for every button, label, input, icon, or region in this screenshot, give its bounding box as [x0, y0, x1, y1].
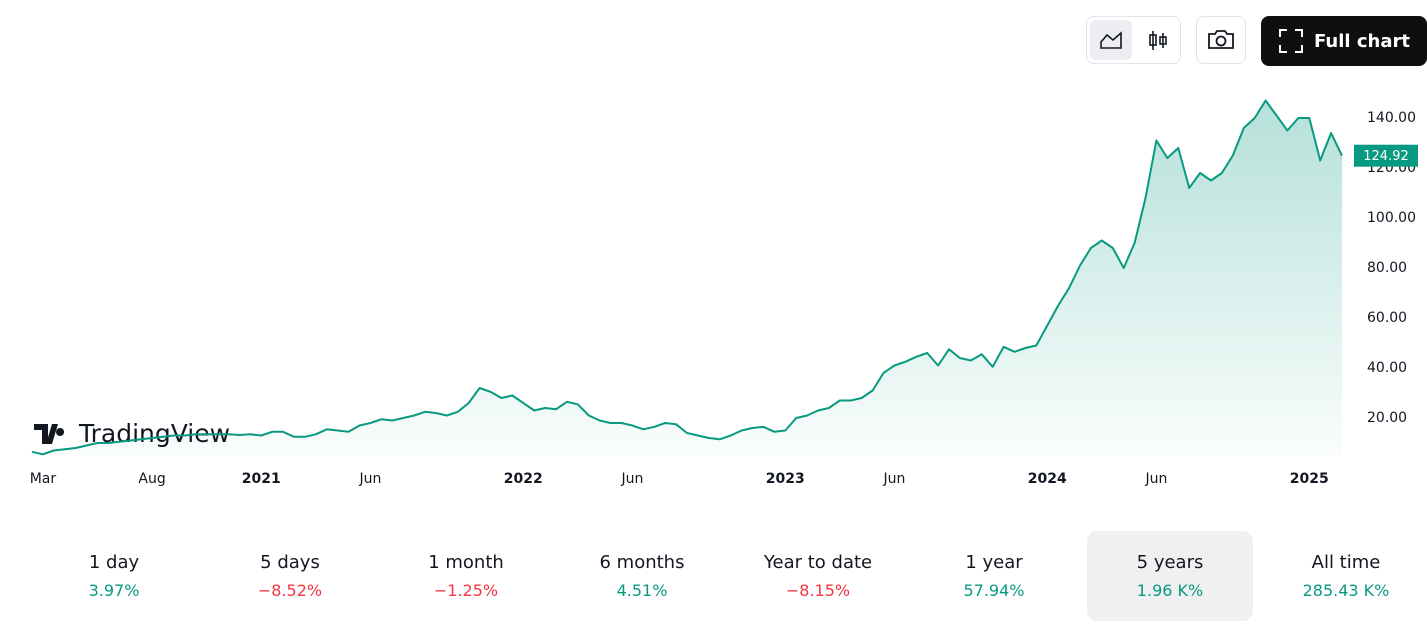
period-label: 5 years — [1136, 552, 1204, 573]
y-tick-label: 140.00 — [1367, 110, 1416, 126]
y-tick-label: 60.00 — [1367, 310, 1407, 326]
period-change: −8.52% — [257, 581, 323, 600]
period-tab[interactable]: 1 month −1.25% — [383, 531, 549, 621]
period-tab[interactable]: 5 years 1.96 K% — [1087, 531, 1253, 621]
period-label: 1 month — [428, 552, 504, 573]
period-tab[interactable]: 1 day 3.97% — [31, 531, 197, 621]
period-tab[interactable]: 1 year 57.94% — [911, 531, 1077, 621]
candle-icon — [1149, 31, 1167, 50]
period-label: 1 year — [965, 552, 1023, 573]
x-tick-label: Jun — [358, 471, 381, 487]
x-tick-label: Jun — [882, 471, 905, 487]
period-label: Year to date — [763, 552, 873, 573]
period-change: 1.96 K% — [1136, 581, 1204, 600]
chart-style-group — [1086, 16, 1181, 64]
period-change: 285.43 K% — [1302, 581, 1390, 600]
expand-icon — [1279, 29, 1304, 53]
y-tick-label: 80.00 — [1367, 260, 1407, 276]
x-tick-label: Jun — [620, 471, 643, 487]
period-change: 3.97% — [88, 581, 140, 600]
area-icon — [1100, 31, 1122, 49]
full-chart-label: Full chart — [1314, 30, 1410, 52]
x-tick-label: 2022 — [504, 471, 543, 487]
period-label: 6 months — [599, 552, 685, 573]
candle-style-button[interactable] — [1137, 20, 1179, 60]
y-tick-label: 100.00 — [1367, 210, 1416, 226]
x-tick-label: Aug — [138, 471, 165, 487]
period-tab[interactable]: 5 days −8.52% — [207, 531, 373, 621]
x-tick-label: Jun — [1144, 471, 1167, 487]
last-price-label: 124.92 — [1363, 149, 1409, 164]
period-label: 1 day — [88, 552, 140, 573]
price-line — [31, 99, 1343, 456]
logo — [34, 424, 65, 444]
period-change: 57.94% — [963, 581, 1025, 600]
y-tick-label: 40.00 — [1367, 360, 1407, 376]
area-fill — [32, 100, 1342, 456]
camera-icon — [1208, 30, 1234, 49]
last-price-box — [1354, 144, 1418, 167]
period-tab[interactable]: 6 months 4.51% — [559, 531, 725, 621]
period-label: 5 days — [260, 552, 320, 573]
period-change: −8.15% — [785, 581, 851, 600]
x-tick-label: 2024 — [1028, 471, 1067, 487]
period-tab[interactable]: Year to date −8.15% — [735, 531, 901, 621]
snapshot-button[interactable] — [1196, 16, 1246, 64]
period-label: All time — [1311, 552, 1381, 573]
chart: TradingView Mar Aug 2021 Jun 2022 Jun 2023 Jun 2… — [30, 99, 1418, 487]
x-tick-label: 2025 — [1290, 471, 1329, 487]
period-tab[interactable]: All time 285.43 K% — [1263, 531, 1427, 621]
period-tabs: 1 day 3.97% 5 days −8.52% 1 month −1.25% 6 mon… — [26, 531, 1427, 621]
period-change: 4.51% — [616, 581, 668, 600]
x-tick-label: 2023 — [766, 471, 805, 487]
y-tick-label: 20.00 — [1367, 410, 1407, 426]
area-style-button[interactable] — [1090, 20, 1132, 60]
full-chart-button[interactable]: Full chart — [1261, 16, 1427, 66]
x-tick-label: Mar — [30, 471, 57, 487]
x-tick-label: 2021 — [242, 471, 281, 487]
period-change: −1.25% — [433, 581, 499, 600]
